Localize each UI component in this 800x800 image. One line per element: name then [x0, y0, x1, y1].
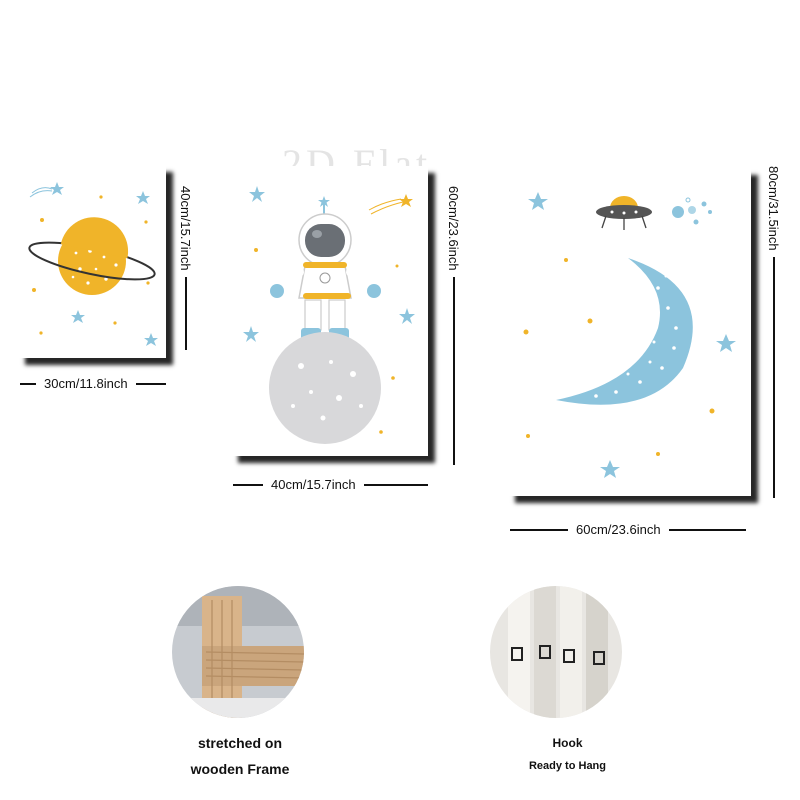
star-icon	[249, 186, 265, 202]
ufo-icon	[596, 196, 652, 230]
frame-caption-line2: wooden Frame	[190, 761, 290, 777]
canvas-medium-astronaut	[231, 166, 428, 456]
width-label-medium: 40cm/15.7inch	[271, 477, 356, 492]
wooden-frame-detail-image	[172, 586, 304, 718]
height-dimension-large: 80cm/31.5inch	[766, 160, 781, 498]
moon-ball-icon	[269, 332, 381, 444]
width-label-small: 30cm/11.8inch	[44, 376, 128, 391]
star-icon	[399, 308, 415, 324]
frame-caption: stretched on wooden Frame	[170, 730, 310, 782]
shooting-star-icon	[29, 182, 64, 198]
height-dimension-medium: 60cm/23.6inch	[446, 180, 461, 465]
saturn-planet-icon	[28, 217, 156, 295]
small-stars	[523, 258, 715, 456]
hook-icon	[511, 645, 605, 665]
asteroids-icon	[672, 197, 712, 225]
canvas-large-moon	[508, 168, 751, 496]
height-dimension-small: 40cm/15.7inch	[178, 180, 193, 350]
small-stars	[32, 195, 150, 335]
hook-caption: Hook Ready to Hang	[500, 736, 635, 772]
astronaut-icon	[270, 196, 381, 340]
star-icon	[71, 310, 85, 323]
star-icon	[136, 191, 150, 204]
crescent-moon-icon	[556, 258, 693, 405]
hook-detail-image	[490, 586, 622, 718]
saturn-illustration	[28, 182, 158, 346]
shooting-star-icon	[368, 194, 413, 215]
height-label-small: 40cm/15.7inch	[178, 186, 193, 271]
star-icon	[528, 192, 548, 210]
star-icon	[243, 326, 259, 342]
height-label-large: 80cm/31.5inch	[766, 166, 781, 251]
canvas-small-saturn	[18, 165, 166, 358]
hook-caption-line2: Ready to Hang	[528, 760, 606, 772]
hook-caption-line1: Hook	[552, 736, 583, 750]
moon-illustration	[523, 192, 736, 478]
astronaut-illustration	[243, 186, 415, 444]
height-label-medium: 60cm/23.6inch	[446, 186, 461, 271]
star-icon	[716, 334, 736, 352]
star-icon	[144, 333, 158, 346]
width-dimension-medium: 40cm/15.7inch	[233, 477, 428, 492]
frame-caption-line1: stretched on	[197, 735, 282, 751]
width-label-large: 60cm/23.6inch	[576, 522, 661, 537]
star-icon	[600, 460, 620, 478]
width-dimension-small: 30cm/11.8inch	[20, 376, 166, 391]
width-dimension-large: 60cm/23.6inch	[510, 522, 746, 537]
